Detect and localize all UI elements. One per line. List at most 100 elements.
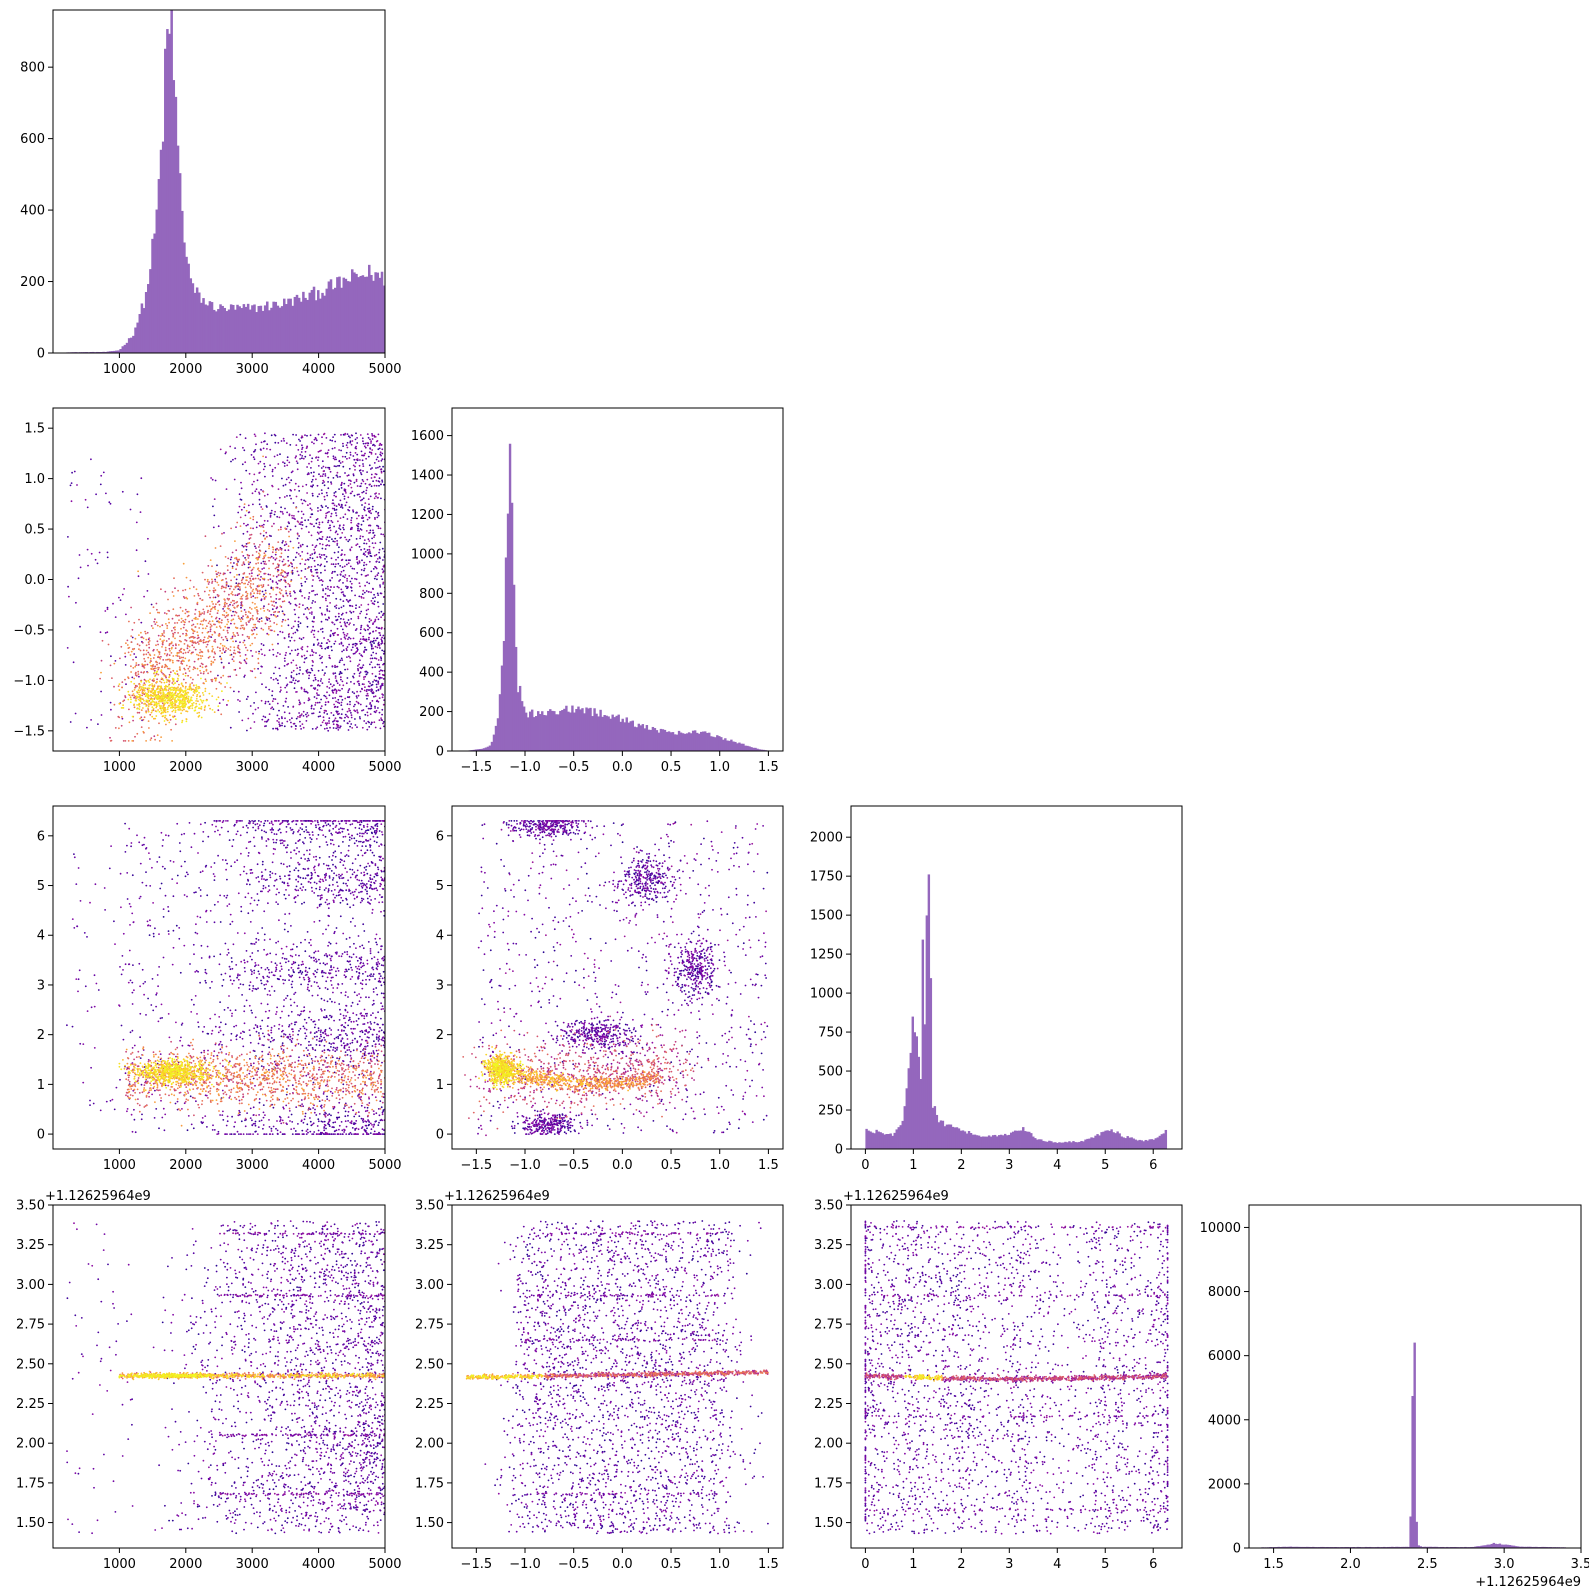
scatter-point — [375, 495, 377, 498]
scatter-point — [312, 475, 315, 478]
scatter-point — [306, 545, 309, 548]
scatter-point — [378, 719, 381, 722]
hist-bar — [138, 314, 142, 353]
scatter-point — [197, 658, 200, 661]
scatter-point — [340, 559, 343, 562]
scatter-point — [330, 832, 333, 835]
scatter-point — [339, 725, 342, 728]
scatter-point — [207, 672, 210, 675]
scatter-point — [350, 535, 353, 537]
scatter-point — [375, 679, 378, 682]
scatter-point — [279, 605, 282, 607]
scatter-point — [270, 1127, 273, 1130]
scatter-point — [253, 592, 256, 595]
scatter-point — [335, 1036, 338, 1039]
scatter-point — [357, 527, 359, 530]
scatter-point — [356, 453, 359, 456]
scatter-point — [349, 610, 351, 613]
scatter-point — [198, 703, 201, 706]
scatter-point — [292, 722, 295, 725]
scatter-point — [328, 640, 331, 643]
scatter-point — [263, 822, 266, 825]
scatter-point — [288, 632, 291, 635]
scatter-point — [326, 605, 329, 607]
scatter-point — [232, 610, 235, 613]
scatter-point — [235, 578, 238, 581]
scatter-point — [366, 518, 369, 521]
scatter-point — [160, 707, 163, 710]
scatter-point — [144, 632, 147, 635]
scatter-point — [150, 625, 153, 627]
scatter-point — [338, 607, 340, 610]
scatter-point — [201, 663, 204, 666]
scatter-point — [322, 479, 325, 482]
scatter-point — [369, 495, 372, 498]
scatter-point — [244, 674, 246, 677]
scatter-point — [380, 483, 382, 486]
scatter-point — [324, 701, 327, 704]
scatter-point — [306, 617, 309, 620]
scatter-point — [295, 506, 297, 509]
scatter-point — [374, 705, 376, 708]
scatter-point — [359, 434, 362, 436]
scatter-point — [287, 565, 290, 568]
hist-bar — [653, 728, 657, 751]
scatter-point — [314, 551, 316, 554]
scatter-point — [381, 448, 384, 451]
scatter-point — [326, 511, 329, 514]
scatter-point — [278, 709, 280, 712]
scatter-point — [183, 693, 186, 696]
scatter-point — [225, 488, 228, 490]
scatter-point — [157, 709, 160, 711]
x-tick-label: 5000 — [368, 760, 401, 775]
scatter-point — [249, 534, 251, 536]
scatter-point — [379, 586, 382, 588]
scatter-point — [344, 1110, 347, 1113]
scatter-point — [340, 701, 343, 704]
scatter-point — [382, 663, 384, 666]
scatter-point — [227, 557, 230, 560]
scatter-point — [300, 577, 303, 580]
hist-bar — [526, 717, 530, 751]
scatter-point — [244, 613, 247, 616]
scatter-point — [219, 647, 221, 650]
scatter-point — [230, 957, 233, 959]
scatter-point — [147, 691, 150, 694]
scatter-point — [276, 606, 279, 609]
scatter-point — [289, 444, 292, 446]
scatter-point — [176, 652, 179, 655]
scatter-point — [155, 660, 158, 663]
scatter-point — [185, 718, 188, 720]
scatter-point — [335, 563, 337, 565]
scatter-point — [196, 667, 199, 670]
scatter-point — [346, 903, 349, 906]
hist-bar — [615, 715, 618, 751]
scatter-point — [276, 563, 279, 565]
scatter-point — [138, 644, 141, 647]
scatter-point — [326, 988, 329, 991]
scatter-point — [339, 573, 342, 576]
hist-bar — [742, 743, 745, 751]
scatter-point — [99, 483, 102, 486]
y-tick-label: 800 — [20, 61, 45, 76]
scatter-point — [207, 649, 210, 651]
scatter-point — [163, 630, 165, 632]
scatter-point — [380, 533, 383, 535]
scatter-point — [252, 503, 254, 506]
scatter-point — [168, 704, 171, 707]
scatter-point — [333, 689, 335, 692]
scatter-point — [381, 568, 384, 571]
hist-bar — [183, 242, 186, 353]
scatter-point — [229, 649, 232, 652]
scatter-point — [316, 593, 318, 596]
scatter-point — [165, 701, 168, 703]
y-tick-label: 200 — [20, 275, 45, 290]
scatter-point — [332, 697, 334, 700]
scatter-point — [378, 484, 380, 487]
scatter-point — [171, 629, 173, 632]
scatter-point — [358, 652, 361, 655]
scatter-point — [208, 635, 210, 638]
scatter-point — [177, 659, 180, 662]
scatter-point — [246, 595, 249, 597]
